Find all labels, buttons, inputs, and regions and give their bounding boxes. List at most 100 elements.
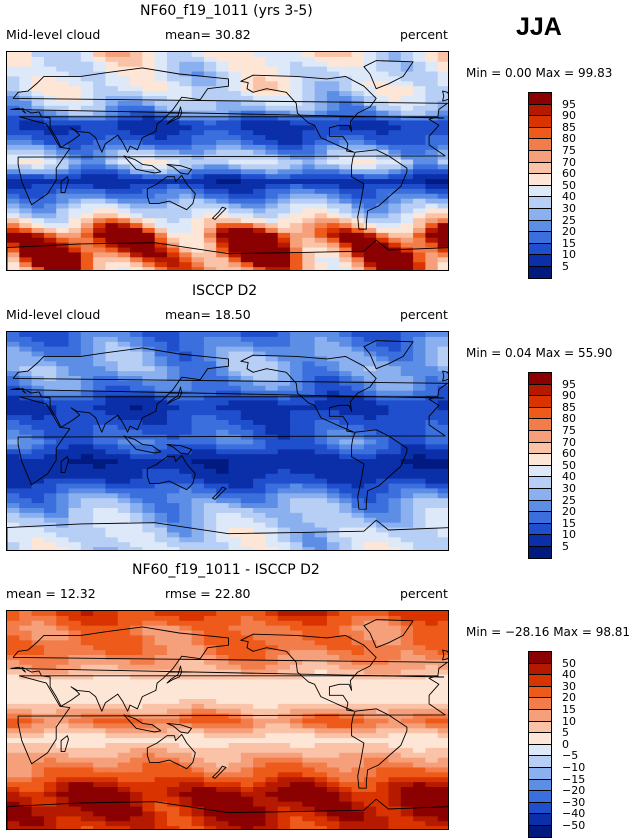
map-cell bbox=[253, 816, 267, 822]
map-cell bbox=[117, 517, 131, 524]
map-cell bbox=[339, 125, 353, 131]
map-cell bbox=[388, 723, 402, 729]
map-cell bbox=[7, 703, 20, 710]
map-cell bbox=[314, 237, 328, 244]
map-cell bbox=[56, 454, 70, 460]
map-cell bbox=[363, 816, 377, 822]
map-cell bbox=[179, 508, 193, 514]
map-cell bbox=[326, 429, 340, 436]
map-cell bbox=[265, 542, 279, 548]
map-cell bbox=[68, 140, 82, 146]
map-cell bbox=[105, 336, 119, 343]
map-cell bbox=[240, 154, 254, 161]
map-cell bbox=[191, 371, 205, 377]
map-cell bbox=[265, 488, 279, 494]
map-cell bbox=[203, 61, 217, 68]
map-cell bbox=[425, 400, 439, 406]
map-cell bbox=[400, 415, 414, 421]
map-cell bbox=[339, 694, 353, 700]
map-cell bbox=[31, 213, 45, 219]
map-cell bbox=[43, 767, 57, 773]
map-cell bbox=[105, 473, 119, 480]
map-cell bbox=[191, 689, 205, 695]
map-cell bbox=[376, 169, 390, 175]
map-cell bbox=[68, 262, 82, 268]
map-cell bbox=[203, 159, 217, 166]
map-cell bbox=[117, 429, 131, 436]
map-cell bbox=[31, 380, 45, 387]
map-cell bbox=[425, 149, 439, 156]
map-cell bbox=[351, 459, 365, 465]
map-cell bbox=[413, 208, 426, 214]
map-cell bbox=[228, 125, 242, 131]
map-cell bbox=[154, 86, 168, 92]
map-cell bbox=[290, 713, 303, 720]
map-cell bbox=[191, 193, 205, 200]
map-cell bbox=[277, 376, 291, 382]
map-cell bbox=[203, 203, 217, 210]
map-cell bbox=[166, 130, 180, 136]
map-cell bbox=[43, 498, 57, 504]
map-cell bbox=[363, 110, 377, 117]
panel-2-units: percent bbox=[400, 307, 448, 322]
map-cell bbox=[351, 66, 365, 73]
map-cell bbox=[425, 532, 439, 538]
map-cell bbox=[80, 689, 94, 695]
panel-1-colorbar: 95 90 85 80 75 70 60 50 40 30 25 20 15 10 5 bbox=[528, 92, 576, 279]
map-cell bbox=[228, 341, 242, 348]
map-cell bbox=[80, 468, 94, 475]
map-cell bbox=[166, 140, 180, 146]
map-cell bbox=[290, 371, 303, 377]
map-cell bbox=[68, 674, 82, 681]
map-cell bbox=[351, 361, 365, 367]
map-cell bbox=[31, 366, 45, 372]
map-cell bbox=[388, 130, 402, 136]
map-cell bbox=[191, 252, 205, 258]
map-cell bbox=[290, 464, 303, 470]
map-cell bbox=[302, 512, 316, 519]
map-cell bbox=[56, 228, 70, 234]
map-cell bbox=[216, 630, 230, 637]
map-cell bbox=[339, 149, 353, 156]
map-cell bbox=[326, 71, 340, 78]
map-cell bbox=[68, 193, 82, 200]
map-cell bbox=[142, 76, 156, 82]
map-cell bbox=[339, 439, 353, 446]
map-cell bbox=[56, 611, 70, 617]
map-cell bbox=[179, 679, 193, 685]
map-cell bbox=[326, 242, 340, 249]
map-cell bbox=[290, 130, 303, 136]
map-cell bbox=[240, 115, 254, 122]
map-cell bbox=[376, 796, 390, 803]
map-cell bbox=[400, 232, 414, 239]
map-cell bbox=[179, 100, 193, 107]
map-cell bbox=[388, 135, 402, 141]
map-cell bbox=[425, 385, 439, 392]
map-cell bbox=[437, 473, 448, 480]
map-cell bbox=[290, 267, 303, 270]
map-cell bbox=[388, 193, 402, 200]
map-cell bbox=[142, 332, 156, 338]
map-cell bbox=[7, 527, 20, 534]
map-cell bbox=[130, 679, 143, 685]
map-cell bbox=[105, 625, 119, 632]
map-cell bbox=[363, 611, 377, 617]
map-cell bbox=[142, 547, 156, 550]
map-cell bbox=[302, 757, 316, 764]
map-cell bbox=[130, 81, 143, 87]
map-cell bbox=[425, 664, 439, 671]
map-cell bbox=[154, 757, 168, 764]
map-cell bbox=[93, 478, 107, 485]
map-cell bbox=[376, 767, 390, 773]
map-cell bbox=[56, 385, 70, 392]
map-cell bbox=[376, 218, 390, 224]
map-cell bbox=[376, 135, 390, 141]
map-cell bbox=[130, 811, 143, 817]
map-cell bbox=[203, 674, 217, 681]
map-cell bbox=[240, 169, 254, 175]
map-cell bbox=[302, 478, 316, 485]
map-cell bbox=[326, 782, 340, 788]
map-cell bbox=[265, 395, 279, 402]
map-cell bbox=[105, 351, 119, 358]
map-cell bbox=[326, 223, 340, 229]
